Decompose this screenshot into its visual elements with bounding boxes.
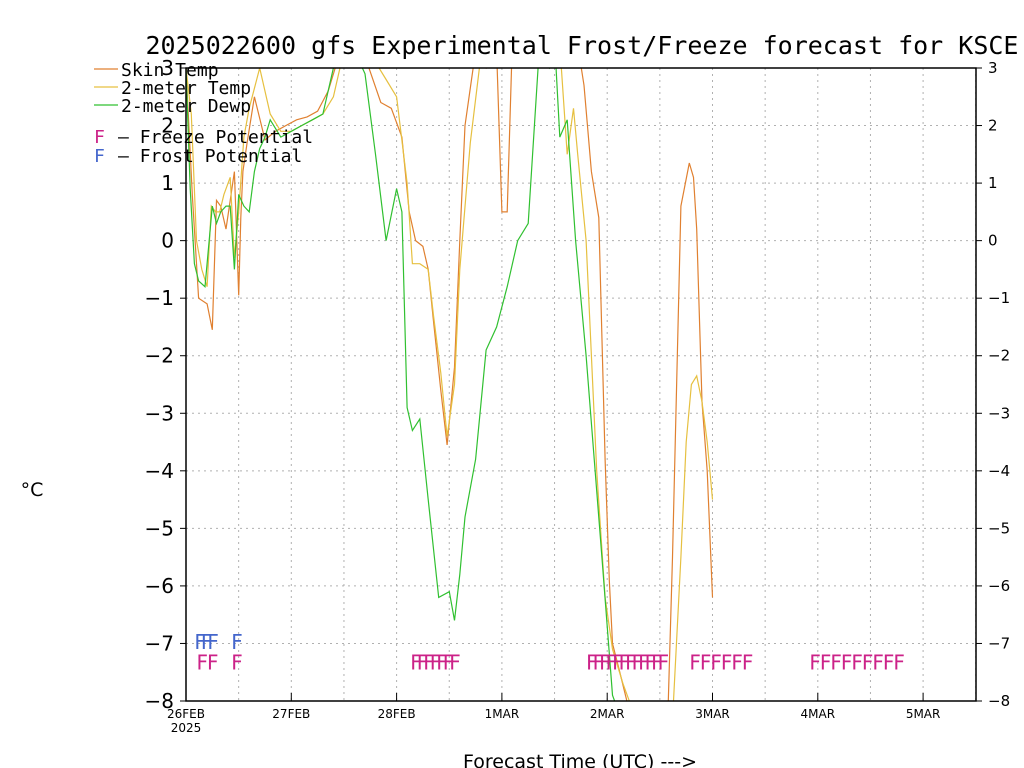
series-line-2 — [186, 68, 616, 701]
legend-frost-label: – Frost Potential — [118, 146, 302, 167]
y-tick-label-left-6: −2 — [145, 344, 174, 368]
y-tick-label-right-5: −3 — [988, 404, 1010, 422]
y-tick-label-right-2: −6 — [988, 577, 1010, 595]
legend-label-2m-temp: 2-meter Temp — [121, 78, 251, 99]
y-tick-label-left-10: 2 — [161, 114, 174, 138]
series-line-1 — [186, 68, 714, 701]
series-line-0 — [186, 68, 714, 701]
x-tick-label-6: 4MAR — [801, 707, 836, 721]
y-tick-label-right-11: 3 — [988, 59, 998, 77]
freeze-flag-1: F — [231, 650, 242, 674]
potential-flags: FFF FFF F FFFFFFF FFFFFFFFFFFF FFFFFF FFFFFFFF… — [194, 630, 905, 674]
x-tick-label-5: 3MAR — [695, 707, 730, 721]
y-tick-label-right-6: −2 — [988, 347, 1010, 365]
y-tick-label-left-9: 1 — [161, 171, 174, 195]
chart-title: 2025022600 gfs Experimental Frost/Freeze… — [146, 31, 1019, 60]
freeze-flag-2: FFFFFFF — [410, 650, 460, 674]
freeze-flag-5: FFFFFFFFF — [809, 650, 904, 674]
x-tick-label-4: 2MAR — [590, 707, 625, 721]
plot-frame — [185, 67, 977, 702]
y-tick-label-left-11: 3 — [161, 56, 174, 80]
y-tick-label-right-1: −7 — [988, 634, 1010, 652]
y-axis-ticks: −8 −8 −7 −7 −6 −6 −5 −5 −4 −4 −3 −3 −2 −2 −1 −1 0 0 1 1 2 2 3 3 — [145, 56, 1011, 713]
x-axis-label: Forecast Time (UTC) ---> — [463, 751, 697, 768]
y-tick-label-right-0: −8 — [988, 692, 1010, 710]
freeze-flag-4: FFFFFF — [689, 650, 753, 674]
y-tick-label-left-1: −7 — [145, 631, 174, 655]
y-tick-label-right-4: −4 — [988, 462, 1010, 480]
y-tick-label-left-5: −3 — [145, 401, 174, 425]
legend-label-2m-dewp: 2-meter Dewp — [121, 96, 251, 117]
x-tick-label-3: 1MAR — [485, 707, 520, 721]
y-tick-label-right-8: 0 — [988, 232, 998, 250]
x-tick-sublabel-0: 2025 — [171, 721, 202, 735]
x-tick-label-7: 5MAR — [906, 707, 941, 721]
legend-frost-marker: F — [94, 146, 105, 167]
y-tick-label-left-7: −1 — [145, 286, 174, 310]
legend-freeze-label: – Freeze Potential — [118, 127, 313, 148]
y-tick-label-right-7: −1 — [988, 289, 1010, 307]
freeze-flag-0: FF — [197, 650, 219, 674]
legend-freeze-marker: F — [94, 127, 105, 148]
y-tick-label-right-10: 2 — [988, 117, 998, 135]
x-tick-label-1: 27FEB — [272, 707, 310, 721]
x-tick-label-0: 26FEB — [167, 707, 205, 721]
legend: Skin Temp 2-meter Temp 2-meter Dewp F – … — [94, 60, 313, 167]
freeze-flag-3: FFFFFFFFFFFF — [586, 650, 669, 674]
y-axis-label: °C — [21, 479, 44, 501]
y-tick-label-left-2: −6 — [145, 574, 174, 598]
y-tick-label-left-4: −4 — [145, 459, 174, 483]
series-lines — [186, 68, 714, 701]
y-tick-label-left-3: −5 — [145, 516, 174, 540]
grid-lines — [186, 68, 977, 701]
legend-freeze-text: Freeze Potential — [140, 127, 313, 148]
y-tick-label-left-0: −8 — [145, 689, 174, 713]
y-tick-label-left-8: 0 — [161, 229, 174, 253]
legend-label-skin: Skin Temp — [121, 60, 219, 81]
legend-frost-text: Frost Potential — [140, 146, 303, 167]
y-tick-label-right-9: 1 — [988, 174, 998, 192]
y-tick-label-right-3: −5 — [988, 519, 1010, 537]
x-tick-label-2: 28FEB — [378, 707, 416, 721]
